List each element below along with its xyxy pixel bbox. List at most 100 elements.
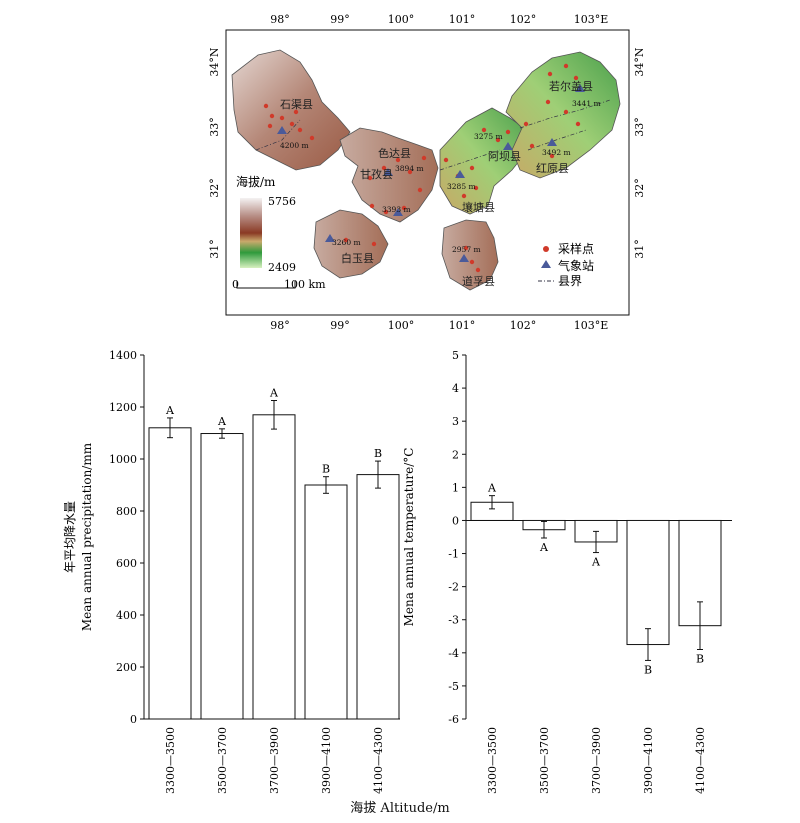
lat-label-34-right: 34°N: [633, 47, 646, 76]
lat-label-31-right: 31°: [633, 239, 646, 259]
y-tick-label: 5: [452, 349, 459, 362]
bar: [356, 474, 400, 720]
map-lat-labels: 34°N 33° 32° 31° 34°N 33° 32° 31°: [208, 47, 646, 259]
precipitation-chart: 0 200 400 600 800 1000 1200 1400 年平均降水量 Mean annu…: [63, 349, 400, 794]
bar: [200, 433, 244, 720]
county-shiqu: 石渠县: [280, 98, 313, 111]
lat-label-34-left: 34°N: [208, 47, 221, 76]
temperature-chart: -6-5-4-3-2-1012345年平均气温Mena annual tempe…: [402, 349, 732, 794]
x-tick-label: 4100—4300: [694, 727, 707, 794]
x-tick-label: 3900—4100: [320, 727, 333, 794]
key-station-label: 气象站: [558, 258, 594, 273]
x-tick-label: 3700—3900: [268, 727, 281, 794]
y-axis-label-en: Mean annual precipitation/mm: [80, 442, 94, 631]
y-tick-label: 600: [116, 557, 137, 570]
region-rangtang-aba: [439, 107, 529, 215]
y-axis-label-cn: 年平均降水量: [63, 501, 77, 573]
elevation-colorbar: [240, 198, 262, 268]
x-tick-label: 4100—4300: [372, 727, 385, 794]
y-tick-label: 800: [116, 505, 137, 518]
lat-label-31-left: 31°: [208, 239, 221, 259]
y-tick-label: -6: [448, 713, 459, 726]
weather-stations: [277, 84, 585, 262]
station-label-3275: 3275 m: [474, 132, 503, 141]
county-baiyu: 白玉县: [341, 251, 374, 265]
y-tick-label: 4: [452, 382, 459, 395]
station-labels: 3441 m 3492 m 3275 m 3285 m 3894 m 3393 …: [280, 99, 601, 254]
x-axis-title: 海拔 Altitude/m: [350, 801, 450, 816]
significance-letter: A: [217, 415, 227, 428]
region-ruoergai-hongyuan: [505, 51, 621, 179]
scale-start: 0: [232, 278, 239, 291]
study-area-map: 98° 99° 100° 101° 102° 103°E 98° 99° 100…: [208, 13, 646, 332]
county-ruoergai: 若尔盖县: [549, 79, 593, 93]
county-labels: 若尔盖县 红原县 阿坝县 壤塘县 色达县 甘孜县 白玉县 石渠县 道孚县: [280, 79, 593, 288]
county-aba: 阿坝县: [488, 149, 521, 163]
scale-bar: 0 100 km: [232, 278, 326, 291]
lat-label-32-right: 32°: [633, 178, 646, 198]
lon-label-99-bottom: 99°: [330, 319, 350, 332]
map-lon-labels: 98° 99° 100° 101° 102° 103°E 98° 99° 100…: [270, 13, 608, 332]
key-sample-marker: [543, 246, 549, 252]
y-tick-label: 0: [452, 514, 459, 527]
key-boundary-label: 县界: [558, 274, 582, 288]
significance-letter: A: [269, 387, 279, 400]
station-label-3393: 3393 m: [382, 205, 411, 214]
bar: [626, 519, 670, 646]
county-ganzi: 甘孜县: [360, 167, 393, 181]
significance-letter: A: [539, 541, 549, 554]
elevation-min: 2409: [268, 261, 296, 274]
station-label-3894: 3894 m: [395, 164, 424, 173]
y-tick-label: 1200: [109, 401, 137, 414]
y-tick-label: 1400: [109, 349, 137, 362]
x-tick-label: 3300—3500: [164, 727, 177, 794]
x-tick-label: 3300—3500: [486, 727, 499, 794]
y-tick-label: 3: [452, 415, 459, 428]
lat-label-33-left: 33°: [208, 117, 221, 137]
y-tick-label: 1: [452, 481, 459, 494]
key-sample-label: 采样点: [558, 241, 594, 256]
x-tick-label: 3700—3900: [590, 727, 603, 794]
lon-label-100-bottom: 100°: [388, 319, 415, 332]
region-baiyu: [313, 209, 389, 279]
y-axis-label-en: Mena annual temperature/°C: [402, 448, 416, 627]
lon-label-102-bottom: 102°: [510, 319, 537, 332]
lon-label-103-top: 103°E: [574, 13, 609, 26]
y-tick-label: 0: [130, 713, 137, 726]
significance-letter: B: [322, 463, 330, 476]
county-seda: 色达县: [378, 146, 411, 160]
lon-label-103-bottom: 103°E: [574, 319, 609, 332]
bar: [148, 427, 192, 720]
elevation-legend: 海拔/m 5756 2409: [236, 174, 296, 274]
y-tick-label: -4: [448, 647, 459, 660]
x-tick-label: 3500—3700: [216, 727, 229, 794]
county-rangtang: 壤塘县: [462, 200, 495, 214]
lon-label-101-top: 101°: [449, 13, 476, 26]
y-tick-label: -2: [448, 581, 459, 594]
y-tick-label: 200: [116, 661, 137, 674]
bar: [304, 484, 348, 720]
station-label-2957: 2957 m: [452, 245, 481, 254]
significance-letter: B: [374, 447, 382, 460]
station-label-3441: 3441 m: [572, 99, 601, 108]
y-tick-label: -5: [448, 680, 459, 693]
elevation-legend-title: 海拔/m: [236, 174, 276, 189]
station-label-3285: 3285 m: [447, 182, 476, 191]
y-tick-label: 2: [452, 448, 459, 461]
lat-label-32-left: 32°: [208, 178, 221, 198]
significance-letter: B: [696, 653, 704, 666]
lon-label-98-top: 98°: [270, 13, 290, 26]
lon-label-102-top: 102°: [510, 13, 537, 26]
key-station-marker: [541, 260, 551, 268]
lat-label-33-right: 33°: [633, 117, 646, 137]
station-label-3492: 3492 m: [542, 148, 571, 157]
station-label-4200: 4200 m: [280, 141, 309, 150]
y-tick-label: 400: [116, 609, 137, 622]
bar: [252, 414, 296, 720]
scale-end: 100 km: [284, 278, 326, 291]
elevation-max: 5756: [268, 195, 296, 208]
x-tick-label: 3900—4100: [642, 727, 655, 794]
y-tick-label: -3: [448, 614, 459, 627]
county-hongyuan: 红原县: [536, 162, 569, 175]
lon-label-98-bottom: 98°: [270, 319, 290, 332]
